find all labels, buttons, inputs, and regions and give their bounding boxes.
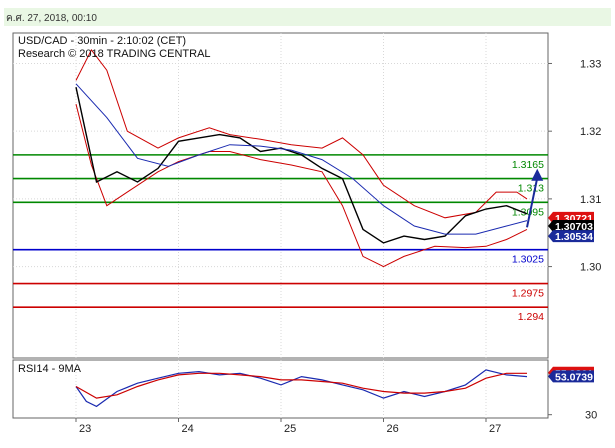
level-label-1.3095: 1.3095 [512,206,544,218]
price-1-badge-bg [548,219,594,232]
price-2-badge-label: 1.30534 [555,231,593,243]
level-label-1.2975: 1.2975 [512,288,544,300]
chart-subtitle: Research © 2018 TRADING CENTRAL [18,48,211,60]
timestamp: ค.ศ. 27, 2018, 00:10 [6,13,97,24]
forecast-arrow-shaft [526,177,539,228]
series-moving-average [75,83,528,235]
chart-title: USD/CAD - 30min - 2:10:02 (CET) [18,35,186,47]
price-1-badge-label: 1.30703 [555,221,593,233]
price-2-badge-bg [548,230,594,243]
level-label-1.3165: 1.3165 [512,159,544,171]
x-axis-ticks: 23 24 25 26 27 [75,418,501,435]
x-tick-label-26: 26 [387,423,399,435]
series-band-lower [75,103,528,268]
rsi-1-badge-bg [548,370,594,383]
y-tick-label-1.30: 1.30 [580,262,601,274]
timestamp-strip [4,8,611,26]
rsi-1-badge-label: 53.0739 [555,371,593,383]
rsi-y-tick-label-30: 30 [585,410,597,422]
bands [75,48,528,268]
series-price [75,87,528,244]
forecast-arrow [526,168,544,228]
x-tick-label-25: 25 [284,423,296,435]
series-rsi-ma [75,372,527,399]
forecast-arrow-head [531,168,544,181]
rsi-label: RSI14 - 9MA [18,363,82,375]
price-series [75,83,528,244]
y-axis-ticks: 1.33 1.32 1.31 1.30 30 [548,58,601,422]
rsi-series [75,369,528,408]
horizontal-gridlines [13,62,548,268]
x-tick-label-27: 27 [489,423,501,435]
level-label-1.294: 1.294 [518,311,544,323]
rsi-panel-frame [12,359,549,419]
y-tick-label-1.33: 1.33 [580,58,601,70]
top-bar: ค.ศ. 27, 2018, 00:10 [0,0,615,32]
x-tick-label-23: 23 [79,423,91,435]
level-label-1.3025: 1.3025 [512,254,544,266]
series-band-upper [75,48,528,219]
x-tick-label-24: 24 [182,423,194,435]
y-tick-label-1.31: 1.31 [580,194,601,206]
level-label-1.313: 1.313 [518,183,544,195]
y-tick-label-1.32: 1.32 [580,126,601,138]
